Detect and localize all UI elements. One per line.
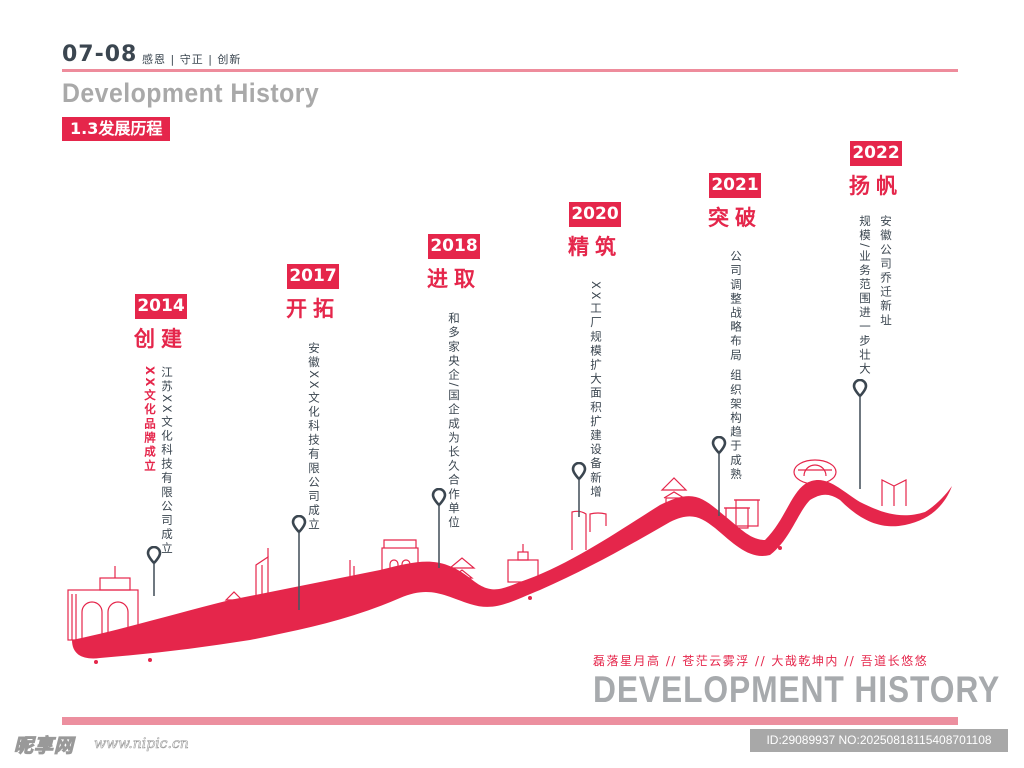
timeline-item-2018: 2018 进取 bbox=[427, 234, 484, 293]
milestone-description: 安徽公司乔迁新址 bbox=[879, 215, 893, 328]
milestone-title: 创建 bbox=[134, 326, 188, 351]
open-book-building-icon bbox=[881, 479, 907, 506]
milestone-title: 进取 bbox=[427, 266, 481, 291]
watermark-site-name: 昵享网 bbox=[13, 735, 75, 758]
location-pin-icon bbox=[146, 546, 162, 596]
timeline-item-2021: 2021 突破 bbox=[708, 173, 765, 232]
milestone-description: 公司调整战略布局 组织架构趋于成熟 bbox=[729, 250, 743, 482]
location-pin-icon bbox=[291, 515, 307, 610]
year-badge: 2018 bbox=[428, 234, 480, 259]
watermark-id: ID:29089937 NO:20250818115408701108 bbox=[750, 729, 1008, 752]
year-badge: 2014 bbox=[135, 294, 187, 319]
header-divider bbox=[62, 69, 958, 72]
location-pin-icon bbox=[852, 379, 868, 489]
milestone-description: 安徽XX文化科技有限公司成立 bbox=[307, 342, 321, 533]
location-pin-icon bbox=[711, 436, 727, 516]
year-badge: 2022 bbox=[850, 141, 902, 166]
timeline-item-2022: 2022 扬帆 bbox=[849, 141, 906, 200]
year-badge: 2021 bbox=[709, 173, 761, 198]
section-badge: 1.3发展历程 bbox=[62, 117, 171, 141]
year-badge: 2020 bbox=[569, 202, 621, 227]
milestone-title: 扬帆 bbox=[849, 173, 903, 198]
milestone-description: 和多家央企/国企成为长久合作单位 bbox=[447, 312, 461, 530]
milestone-description: 江苏XX文化科技有限公司成立 bbox=[160, 366, 174, 557]
watermark-site-url: www.nipic.cn bbox=[94, 736, 189, 753]
timeline-item-2014: 2014 创建 bbox=[134, 294, 191, 353]
milestone-description: 规模/业务范围进一步壮大 bbox=[858, 215, 872, 377]
page-title-en: Development History bbox=[62, 78, 320, 108]
footer-title-en: DEVELOPMENT HISTORY bbox=[593, 669, 1001, 710]
milestone-title: 开拓 bbox=[286, 296, 340, 321]
timeline-item-2020: 2020 精筑 bbox=[568, 202, 625, 261]
year-badge: 2017 bbox=[287, 264, 339, 289]
timeline-item-2017: 2017 开拓 bbox=[286, 264, 343, 323]
footer-slogan: 磊落星月高 // 苍茫云雾浮 // 大哉乾坤内 // 吾道长悠悠 bbox=[593, 654, 929, 668]
brush-splatter bbox=[77, 546, 782, 664]
location-pin-icon bbox=[431, 488, 447, 568]
footer-bar bbox=[62, 717, 958, 725]
page-number: 07-08 bbox=[62, 42, 138, 67]
milestone-description: XX工厂规模扩大面积扩建设备新增 bbox=[589, 281, 603, 500]
milestone-highlight: XX文化品牌成立 bbox=[143, 366, 157, 474]
clock-tower-icon bbox=[507, 544, 539, 583]
milestone-title: 突破 bbox=[708, 205, 762, 230]
milestone-title: 精筑 bbox=[568, 234, 622, 259]
location-pin-icon bbox=[571, 462, 587, 517]
red-brush-stroke bbox=[72, 480, 952, 659]
header-tagline: 感恩 | 守正 | 创新 bbox=[142, 53, 242, 66]
